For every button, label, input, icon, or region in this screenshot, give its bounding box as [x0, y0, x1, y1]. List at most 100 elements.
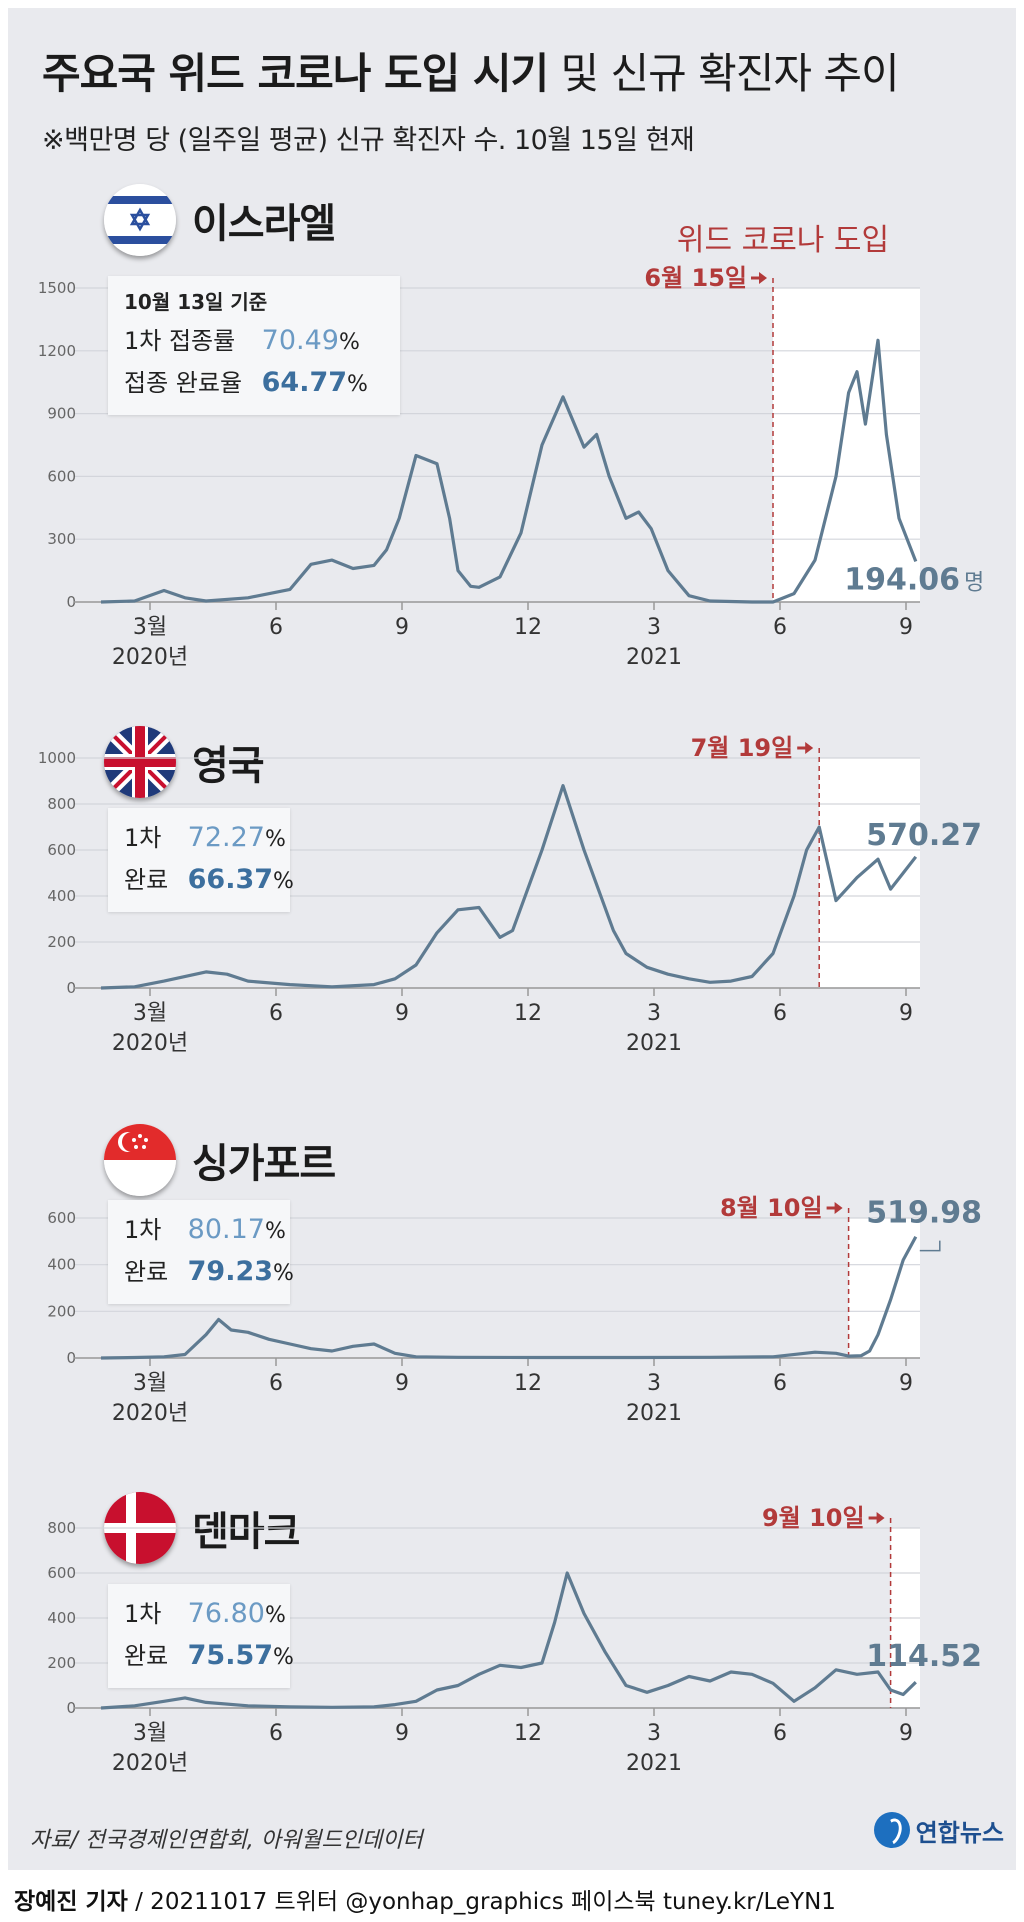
x-tick-label: 3 [647, 1721, 661, 1746]
x-tick-label: 9 [395, 1721, 409, 1746]
first-dose-row: 1차 80.17% [124, 1210, 286, 1252]
year-label: 2020년 [112, 1031, 188, 1056]
percent-unit: % [273, 1261, 294, 1286]
first-dose-row: 1차 접종률 70.49% [124, 321, 384, 363]
yonhap-logo: 연합뉴스 [873, 1812, 1004, 1848]
y-tick-label: 600 [47, 1209, 76, 1227]
final-value-label: 570.27 [866, 818, 982, 853]
intro-arrow-head [759, 272, 767, 284]
title-light: 및 신규 확진자 추이 [548, 49, 900, 98]
yonhap-logo-icon [873, 1812, 910, 1848]
full-dose-label: 접종 완료율 [124, 369, 243, 397]
first-dose-row: 1차 72.27% [124, 818, 286, 860]
page-title: 주요국 위드 코로나 도입 시기 및 신규 확진자 추이 [42, 40, 900, 101]
x-tick-label: 6 [773, 1001, 787, 1026]
country-name: 싱가포르 [192, 1141, 336, 1187]
source-note: 자료/ 전국경제인연합회, 아워월드인데이터 [30, 1828, 423, 1853]
first-dose-label: 1차 [124, 824, 162, 852]
final-value-unit: 명 [964, 570, 984, 595]
first-dose-value: 72.27 [187, 822, 265, 853]
intro-date-label: 8월 10일 [720, 1194, 823, 1222]
vaccination-box-denmark: 1차 76.80% 완료 75.57% [108, 1584, 294, 1688]
y-tick-label: 200 [47, 1654, 76, 1672]
full-dose-row: 접종 완료율 64.77% [124, 363, 384, 405]
full-dose-value: 64.77 [261, 367, 348, 398]
country-name: 이스라엘 [192, 201, 336, 247]
final-value-label: 194.06 [844, 562, 960, 597]
year-label: 2021 [626, 1401, 682, 1426]
final-value-label: 519.98 [866, 1196, 982, 1231]
full-dose-value: 79.23 [187, 1256, 274, 1287]
x-tick-label: 6 [773, 1371, 787, 1396]
series-line [100, 338, 918, 604]
x-tick-label: 6 [269, 1001, 283, 1026]
full-dose-row: 완료 66.37% [124, 860, 294, 902]
country-name: 덴마크 [192, 1509, 300, 1555]
x-tick-label: 6 [773, 615, 787, 640]
x-tick-label: 12 [514, 1371, 542, 1396]
title-bold: 주요국 위드 코로나 도입 시기 [42, 49, 549, 98]
y-tick-label: 0 [66, 979, 76, 997]
x-tick-label: 9 [395, 615, 409, 640]
x-tick-label: 12 [514, 1001, 542, 1026]
x-tick-label: 3월 [133, 1721, 167, 1746]
first-dose-value: 70.49 [261, 325, 339, 356]
percent-unit: % [273, 1645, 294, 1670]
vaccination-date: 10월 13일 기준 [124, 290, 268, 314]
country-header-singapore: 싱가포르 [104, 1124, 336, 1196]
x-tick-label: 9 [395, 1371, 409, 1396]
x-tick-label: 9 [899, 615, 913, 640]
israel-flag-icon [104, 184, 176, 256]
vaccination-box-uk: 1차 72.27% 완료 66.37% [108, 808, 294, 912]
percent-unit: % [338, 330, 360, 355]
first-dose-label: 1차 [124, 1216, 162, 1244]
y-tick-label: 200 [47, 1302, 76, 1320]
y-tick-label: 300 [47, 530, 76, 548]
intro-arrow-head [834, 1202, 843, 1214]
vaccination-box-singapore: 1차 80.17% 완료 79.23% [108, 1200, 294, 1304]
y-tick-label: 0 [66, 1349, 76, 1367]
y-tick-label: 600 [47, 1564, 76, 1582]
intro-date-label: 6월 15일 [644, 264, 747, 292]
x-tick-label: 3월 [133, 615, 167, 640]
year-label: 2020년 [112, 1751, 188, 1776]
full-dose-label: 완료 [124, 1642, 169, 1670]
x-tick-label: 9 [899, 1001, 913, 1026]
chart-israel: 0 300 600 900 1200 1500 3월 6 9 12 3 6 9 2020년 2021 6월 1… [38, 223, 984, 670]
intro-arrow-head [876, 1512, 885, 1524]
final-value-label: 114.52 [866, 1639, 982, 1674]
intro-date-label: 7월 19일 [691, 734, 794, 762]
x-tick-label: 9 [899, 1721, 913, 1746]
country-name: 영국 [192, 743, 265, 789]
year-label: 2021 [626, 1751, 682, 1776]
footer-rest: / 20211017 트위터 @yonhap_graphics 페이스북 tun… [127, 1889, 836, 1915]
author: 장예진 기자 [14, 1889, 128, 1915]
uk-flag-icon [104, 726, 176, 798]
full-dose-value: 75.57 [187, 1640, 274, 1671]
y-tick-label: 800 [47, 795, 76, 813]
y-tick-label: 900 [47, 405, 76, 423]
post-intro-area [848, 1218, 920, 1358]
series-line [100, 1571, 917, 1710]
y-tick-label: 0 [66, 1699, 76, 1717]
first-dose-value: 80.17 [187, 1214, 265, 1245]
y-tick-label: 400 [47, 1256, 76, 1274]
y-tick-label: 800 [47, 1519, 76, 1537]
full-dose-value: 66.37 [187, 864, 274, 895]
x-tick-label: 3월 [133, 1371, 167, 1396]
vaccination-box-israel: 10월 13일 기준 1차 접종률 70.49% 접종 완료율 64.77% [108, 276, 400, 415]
first-dose-row: 1차 76.80% [124, 1594, 286, 1636]
final-value-leader [919, 1240, 941, 1252]
chart-uk: 0 200 400 600 800 1000 3월 6 9 12 3 6 9 2020년 2021 7월 19… [38, 734, 982, 1056]
percent-unit: % [264, 827, 286, 852]
percent-unit: % [273, 869, 294, 894]
country-header-uk: 영국 [104, 726, 265, 798]
logo-text: 연합뉴스 [915, 1818, 1004, 1847]
y-tick-label: 200 [47, 933, 76, 951]
full-dose-row: 완료 75.57% [124, 1636, 294, 1678]
series-line [100, 783, 918, 990]
singapore-flag-icon [104, 1124, 176, 1196]
series-line [100, 1235, 918, 1360]
x-tick-label: 3월 [133, 1001, 167, 1026]
year-label: 2021 [626, 645, 682, 670]
